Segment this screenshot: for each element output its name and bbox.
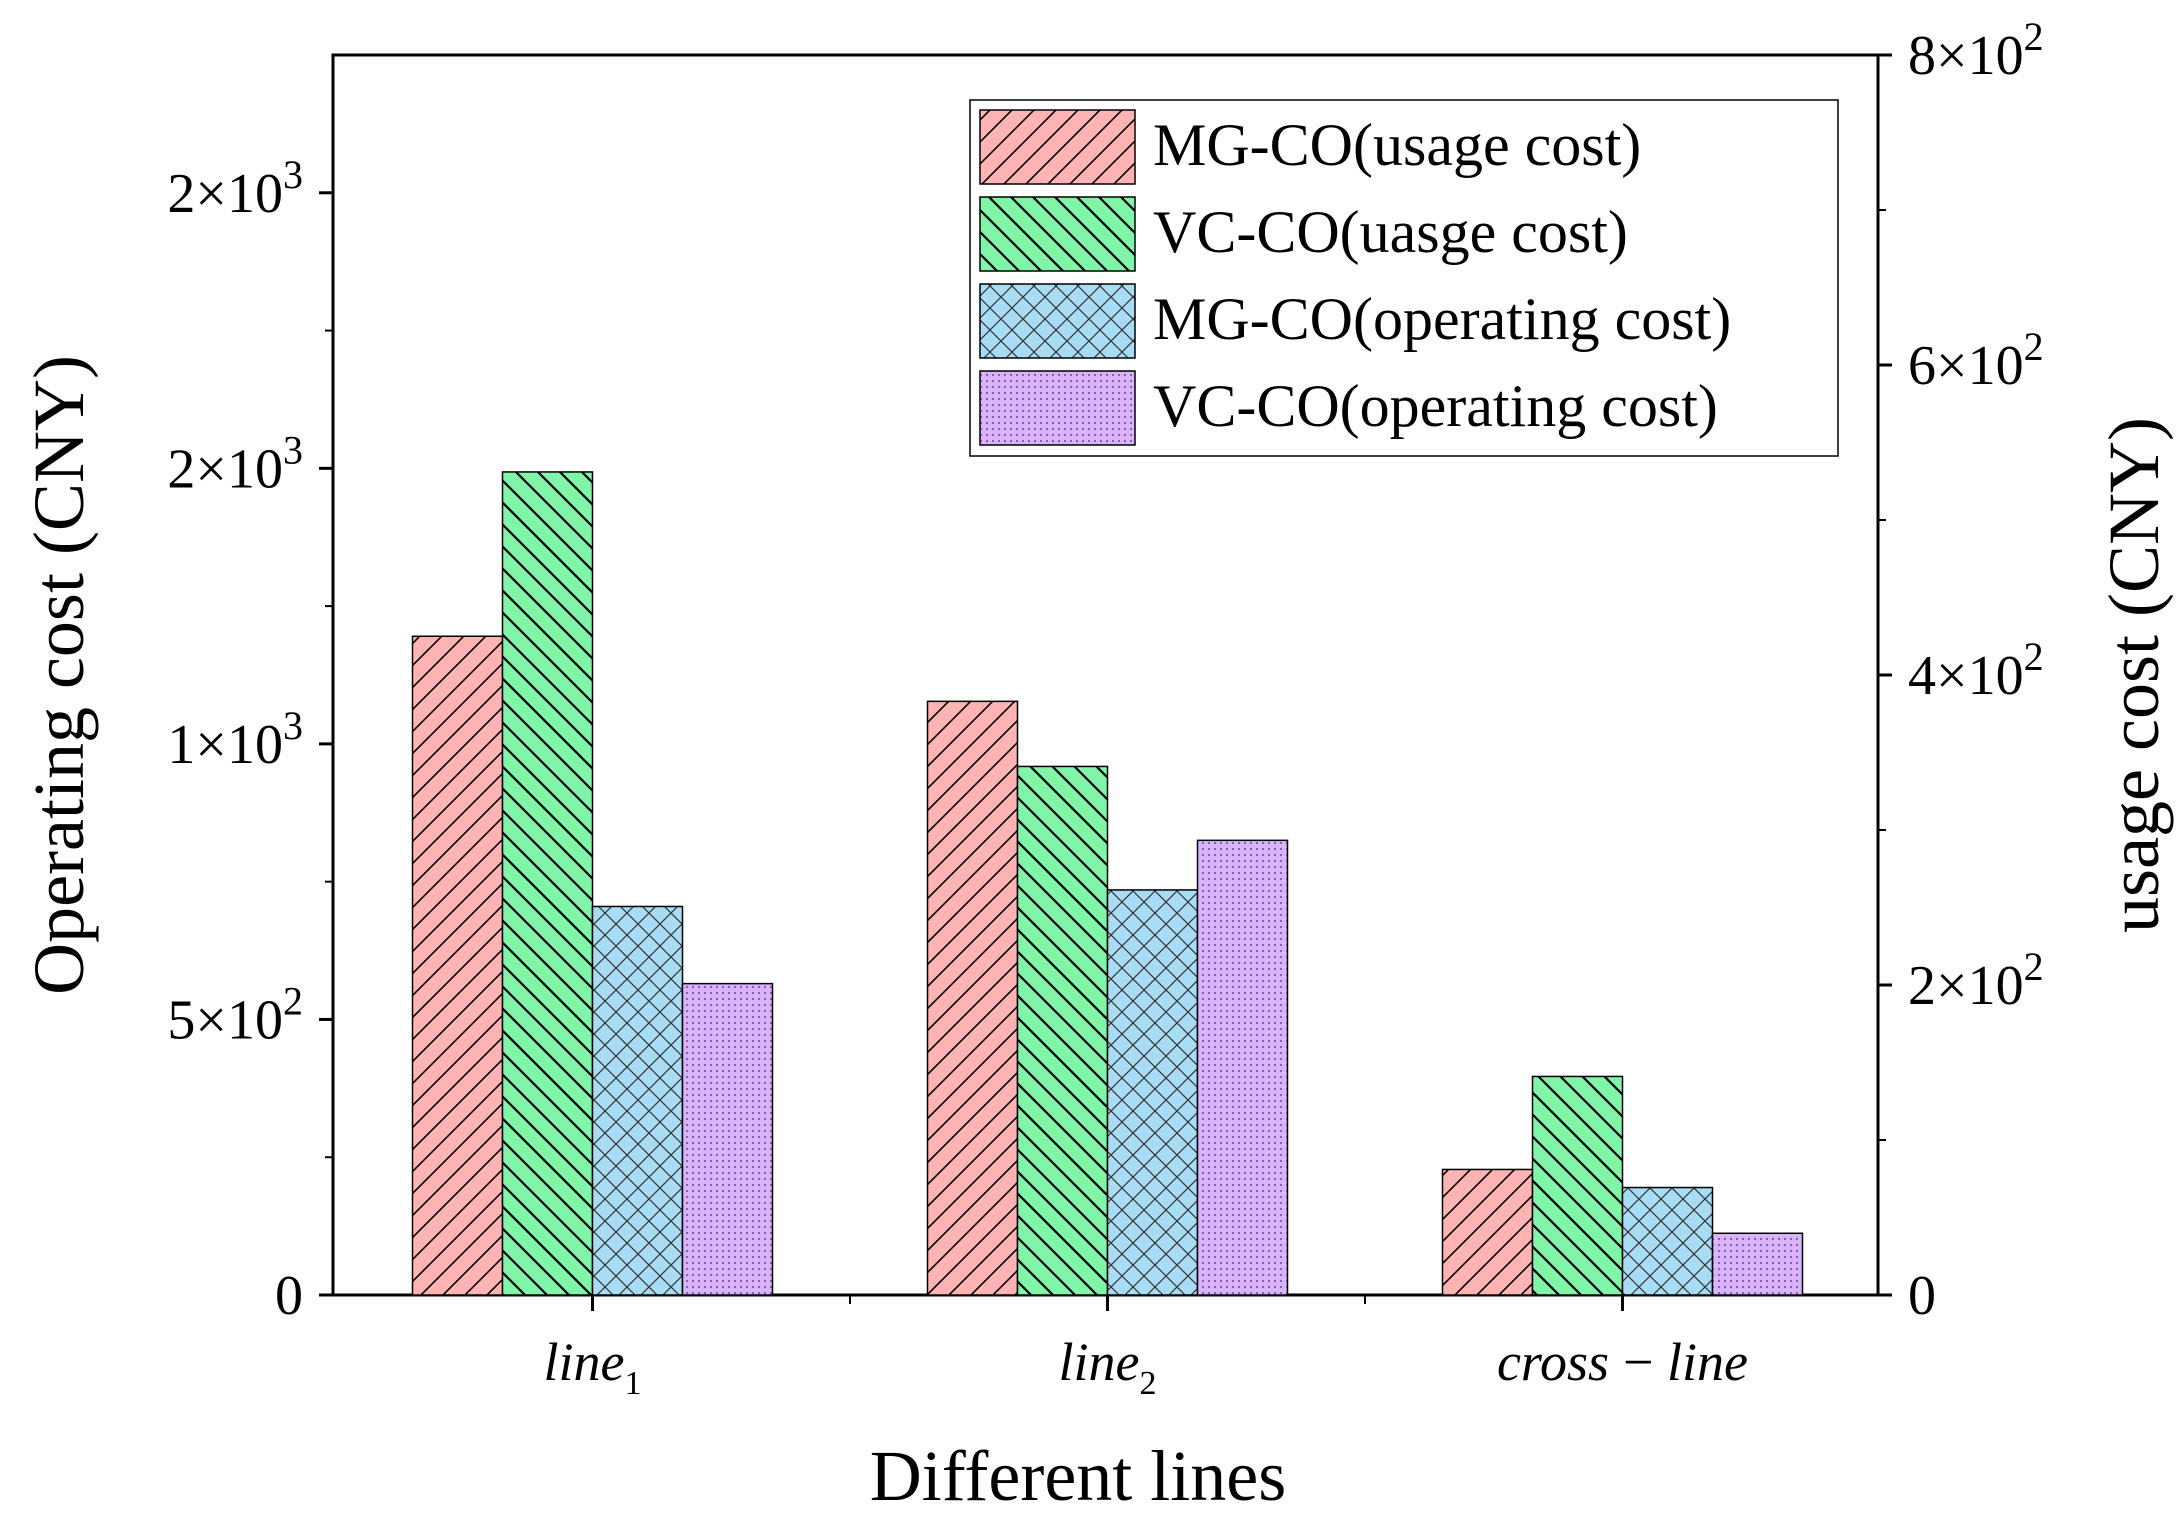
- bar: [591, 905, 684, 1296]
- bar: [1621, 1186, 1714, 1296]
- left-y-axis-label: Operating cost (CNY): [19, 355, 99, 995]
- y-tick-label: 0: [275, 1265, 303, 1327]
- legend: MG-CO(usage cost) VC-CO(uasge cost) MG-CO(…: [969, 99, 1839, 457]
- legend-label: MG-CO(usage cost): [1153, 112, 1641, 178]
- x-tick-label: cross − line: [1497, 1332, 1748, 1392]
- x-axis-label: Different lines: [870, 1436, 1287, 1516]
- right-y-axis: 0 2×102 4×102 6×102 8×102: [1878, 14, 2044, 1327]
- y2-tick-label: 8×102: [1908, 14, 2044, 87]
- x-tick-label: line1: [544, 1332, 642, 1402]
- bar: [501, 471, 594, 1296]
- y2-tick-label: 4×102: [1908, 634, 2044, 707]
- bar: [1531, 1075, 1624, 1296]
- bar: [1016, 765, 1109, 1296]
- bar: [926, 700, 1019, 1296]
- left-y-axis: 0 5×102 1×103 2×103 2×103: [167, 152, 333, 1327]
- x-axis: line1 line2 cross − line: [544, 1295, 1748, 1402]
- y2-tick-label: 6×102: [1908, 324, 2044, 397]
- bar: [681, 982, 774, 1296]
- bars-group: [411, 471, 1804, 1296]
- y-tick-label: 1×103: [167, 703, 303, 776]
- legend-swatch: [979, 370, 1136, 446]
- bar: [1441, 1168, 1534, 1296]
- bar: [1196, 839, 1289, 1296]
- legend-label: MG-CO(operating cost): [1153, 286, 1731, 352]
- bar: [1711, 1232, 1804, 1296]
- legend-swatch: [979, 283, 1136, 359]
- right-y-axis-label: usage cost (CNY): [2094, 417, 2174, 933]
- y-tick-label: 5×102: [167, 978, 303, 1051]
- y2-tick-label: 2×102: [1908, 944, 2044, 1017]
- bar: [1106, 889, 1199, 1296]
- legend-label: VC-CO(uasge cost): [1153, 199, 1628, 265]
- y-tick-label: 2×103: [167, 152, 303, 225]
- y2-tick-label: 0: [1908, 1265, 1936, 1327]
- legend-swatch: [979, 109, 1136, 185]
- x-tick-label: line2: [1059, 1332, 1157, 1402]
- legend-label: VC-CO(operating cost): [1153, 373, 1718, 439]
- y-tick-label: 2×103: [167, 427, 303, 500]
- legend-swatch: [979, 196, 1136, 272]
- bar: [411, 635, 504, 1296]
